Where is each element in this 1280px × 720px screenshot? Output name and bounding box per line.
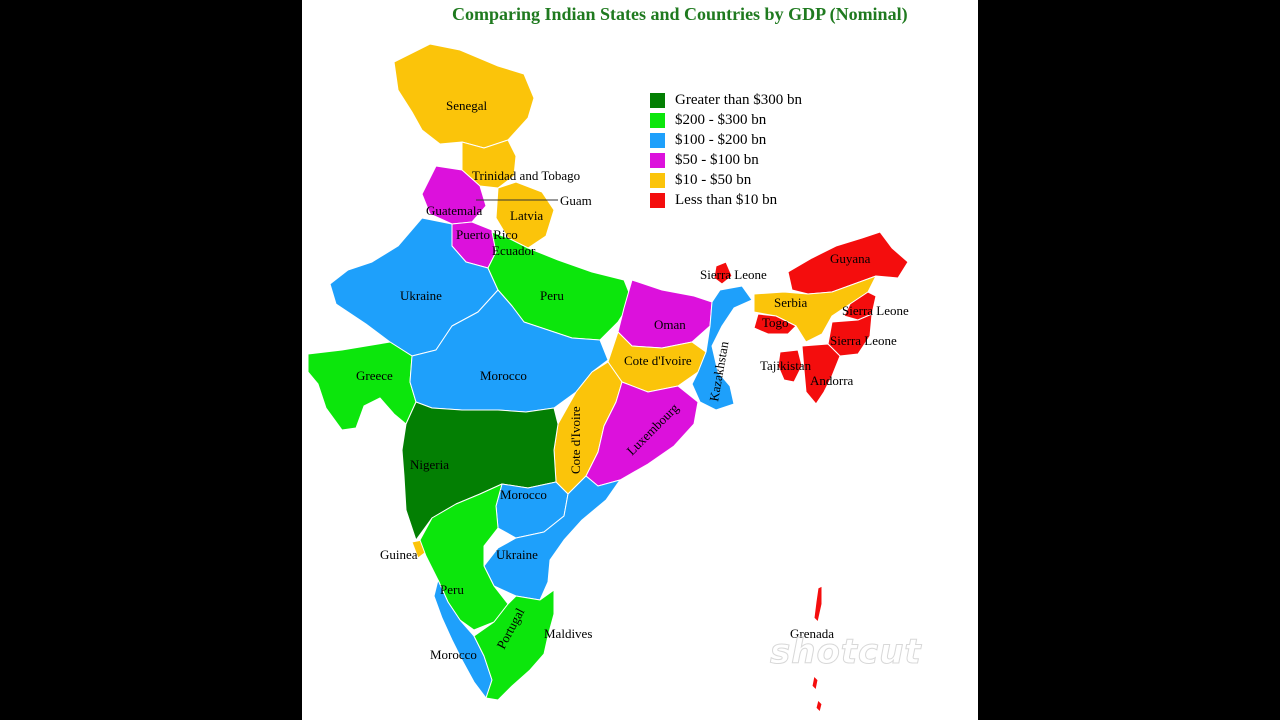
label-sierra-leone-2: Sierra Leone [842, 303, 909, 318]
label-maldives: Maldives [544, 626, 592, 641]
legend-item: Less than $10 bn [650, 190, 802, 210]
legend-item: $10 - $50 bn [650, 170, 802, 190]
map-title: Comparing Indian States and Countries by… [452, 4, 908, 24]
legend-swatch [650, 112, 665, 128]
region-andhra-pradesh [483, 475, 621, 601]
label-peru-north: Peru [540, 288, 564, 303]
legend-label: $50 - $100 bn [675, 151, 759, 168]
region-uttarakhand [495, 181, 555, 249]
label-andorra: Andorra [810, 373, 854, 388]
label-greece: Greece [356, 368, 393, 383]
label-ecuador: Ecuador [492, 243, 536, 258]
label-sierra-leone-1: Sierra Leone [700, 267, 767, 282]
legend-swatch [650, 132, 665, 148]
map-frame: Comparing Indian States and Countries by… [302, 0, 978, 720]
legend-swatch [650, 192, 665, 208]
region-odisha [585, 381, 699, 487]
label-guinea: Guinea [380, 547, 418, 562]
region-andaman [813, 585, 823, 623]
legend-label: $200 - $300 bn [675, 111, 767, 128]
legend-swatch [650, 152, 665, 168]
region-bihar [617, 279, 713, 349]
region-meghalaya [753, 313, 797, 335]
label-trinidad: Trinidad and Tobago [472, 168, 580, 183]
label-morocco-tip: Morocco [430, 647, 477, 662]
legend-label: Less than $10 bn [675, 191, 778, 208]
label-senegal: Senegal [446, 98, 488, 113]
region-gujarat [307, 341, 417, 431]
label-tajikistan: Tajikistan [760, 358, 812, 373]
label-guam: Guam [560, 193, 592, 208]
label-guyana: Guyana [830, 251, 871, 266]
legend-swatch [650, 92, 665, 108]
label-guatemala: Guatemala [426, 203, 483, 218]
label-cote-divoire-2: Cote d'Ivoire [568, 406, 583, 474]
legend-item: $50 - $100 bn [650, 150, 802, 170]
region-karnataka [419, 483, 509, 631]
legend-item: $200 - $300 bn [650, 110, 802, 130]
label-morocco-south: Morocco [500, 487, 547, 502]
label-oman: Oman [654, 317, 686, 332]
label-latvia: Latvia [510, 208, 543, 223]
label-togo: Togo [762, 315, 789, 330]
region-tamil-nadu [473, 589, 555, 701]
region-nicobar [811, 675, 823, 713]
region-jammu-kashmir [393, 43, 535, 149]
india-map: Senegal Trinidad and Tobago Guam Guatema… [307, 43, 909, 713]
legend-item: $100 - $200 bn [650, 130, 802, 150]
watermark-logo: shotcut [770, 632, 922, 673]
label-puerto-rico: Puerto Rico [456, 227, 518, 242]
legend-label: $100 - $200 bn [675, 131, 767, 148]
label-morocco-central: Morocco [480, 368, 527, 383]
region-west-bengal [691, 285, 753, 411]
label-ukraine-south: Ukraine [496, 547, 538, 562]
region-tripura [777, 349, 803, 383]
label-serbia: Serbia [774, 295, 807, 310]
legend: Greater than $300 bn $200 - $300 bn $100… [650, 90, 802, 210]
label-ukraine-north: Ukraine [400, 288, 442, 303]
region-sikkim [713, 261, 733, 285]
legend-label: Greater than $300 bn [675, 91, 803, 108]
legend-swatch [650, 172, 665, 188]
label-nigeria: Nigeria [410, 457, 449, 472]
label-peru-south: Peru [440, 582, 464, 597]
region-mizoram [801, 343, 841, 405]
label-cote-divoire-1: Cote d'Ivoire [624, 353, 692, 368]
label-sierra-leone-3: Sierra Leone [830, 333, 897, 348]
legend-item: Greater than $300 bn [650, 90, 802, 110]
label-grenada: Grenada [790, 626, 834, 641]
legend-label: $10 - $50 bn [675, 171, 752, 188]
